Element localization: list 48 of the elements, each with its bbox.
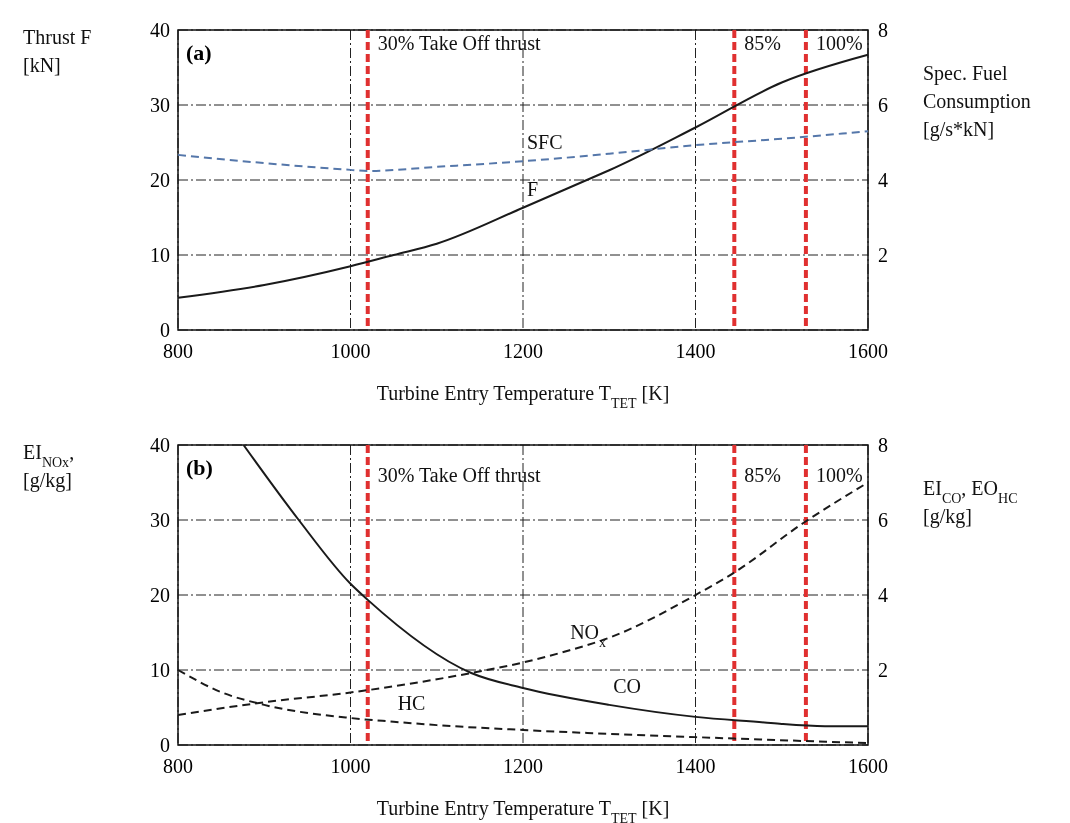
series-label: CO [613, 674, 642, 697]
text: EI$_{CO}$, EO$_{HC}$ [g/kg] [923, 477, 1018, 527]
y-tick-label: 20 [150, 584, 170, 606]
series-label: F [527, 177, 539, 200]
y-tick-label: 40 [150, 19, 170, 41]
y-tick-label: 30 [150, 509, 170, 531]
x-tick-label: 1000 [330, 340, 371, 362]
annotation: 30% Take Off thrust [377, 464, 542, 486]
x-tick-label: 1600 [848, 755, 888, 777]
x-tick-label: 1200 [503, 340, 543, 362]
y2-tick-label: 4 [878, 169, 888, 191]
y2-tick-label: 8 [878, 19, 888, 41]
y-tick-label: 0 [160, 734, 170, 756]
x-tick-label: 800 [163, 340, 193, 362]
annotation: 100% [815, 31, 863, 54]
y-tick-label: 10 [150, 244, 170, 266]
text: (b) [186, 455, 213, 480]
x-tick-label: 1000 [330, 755, 371, 777]
x-axis-title: Turbine Entry Temperature T$_{TET}$ [K] [376, 797, 670, 823]
series-label: HC [397, 691, 426, 714]
line-series [177, 130, 869, 172]
y2-tick-label: 6 [878, 94, 888, 116]
y2-axis-title: Spec. Fuel Consumption [g/s*kN] [923, 62, 1031, 141]
annotation: 85% [744, 464, 781, 486]
y2-tick-label: 8 [878, 434, 888, 456]
x-axis-title: Turbine Entry Temperature T$_{TET}$ [K] [376, 382, 670, 411]
y-tick-label: 10 [150, 659, 170, 681]
x-tick-label: 1400 [675, 340, 716, 362]
y-tick-label: 0 [160, 319, 170, 341]
y-axis-title: EI$_{NOx}$, [g/kg] [23, 441, 75, 492]
y2-tick-label: 4 [878, 584, 888, 606]
x-tick-label: 1200 [503, 755, 543, 777]
text: (a) [186, 40, 212, 65]
y2-tick-label: 6 [878, 509, 888, 531]
y2-tick-label: 2 [878, 659, 888, 681]
series-label: SFC [527, 131, 563, 154]
y-tick-label: 20 [150, 169, 170, 191]
x-tick-label: 1600 [848, 340, 888, 362]
annotation: 30% Take Off thrust [377, 31, 542, 54]
y-tick-label: 30 [150, 94, 170, 116]
annotation: 100% [815, 464, 863, 486]
series-label: NO$_{x}$ [570, 621, 607, 650]
x-tick-label: 800 [163, 755, 193, 777]
y2-tick-label: 2 [878, 244, 888, 266]
y-tick-label: 40 [150, 434, 170, 456]
annotation: 85% [744, 31, 781, 54]
x-tick-label: 1400 [675, 755, 716, 777]
y-axis-title: Thrust F [kN] [23, 26, 92, 76]
